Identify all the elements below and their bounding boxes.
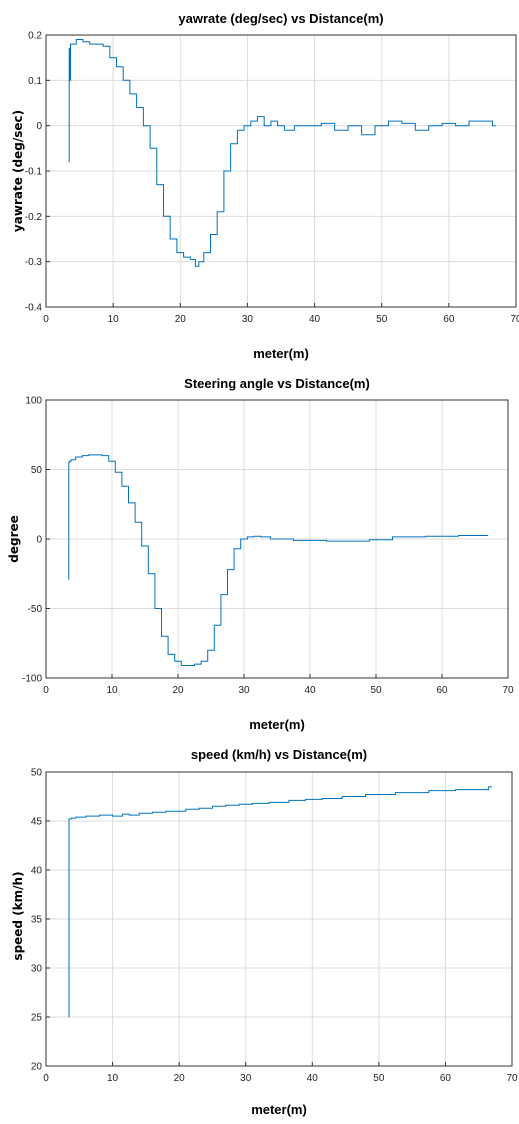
x-tick-label: 60	[440, 1073, 452, 1084]
y-tick-label: 0.1	[28, 76, 42, 87]
x-tick-label: 30	[238, 685, 250, 696]
chart-title: speed (km/h) vs Distance(m)	[191, 747, 367, 762]
x-tick-label: 20	[172, 685, 184, 696]
x-tick-label: 30	[240, 1073, 252, 1084]
y-tick-label: -0.2	[25, 212, 43, 223]
x-axis-label: meter(m)	[251, 1102, 307, 1117]
y-tick-label: 35	[31, 915, 43, 926]
yawrate-chart: yawrate (deg/sec) vs Distance(m) meter(m…	[11, 11, 519, 361]
x-tick-label: 40	[304, 685, 316, 696]
x-tick-label: 20	[175, 314, 187, 325]
y-tick-label: 50	[31, 465, 43, 476]
data-series-line	[68, 39, 496, 267]
x-tick-label: 40	[309, 314, 321, 325]
y-axis-label: degree	[7, 515, 21, 563]
y-tick-label: -100	[22, 674, 42, 685]
x-tick-label: 10	[107, 1073, 119, 1084]
y-tick-label: 45	[31, 817, 43, 828]
y-axis-label: speed (km/h)	[11, 871, 25, 960]
x-tick-label: 50	[373, 1073, 385, 1084]
x-tick-label: 0	[43, 314, 49, 325]
x-tick-label: 60	[436, 685, 448, 696]
x-tick-label: 70	[510, 314, 519, 325]
steering-angle-chart: Steering angle vs Distance(m) meter(m) d…	[7, 376, 514, 732]
chart-title: Steering angle vs Distance(m)	[184, 376, 370, 391]
x-tick-label: 50	[376, 314, 388, 325]
x-tick-label: 70	[506, 1073, 518, 1084]
data-series-line	[68, 786, 492, 1018]
axes-frame	[45, 399, 509, 679]
y-axis-label: yawrate (deg/sec)	[11, 110, 25, 232]
x-tick-label: 0	[43, 685, 49, 696]
y-tick-label: 20	[31, 1062, 43, 1073]
speed-chart: speed (km/h) vs Distance(m) meter(m) spe…	[11, 747, 518, 1117]
x-tick-label: 50	[370, 685, 382, 696]
x-tick-label: 30	[242, 314, 254, 325]
y-tick-label: -0.4	[25, 303, 43, 314]
x-tick-label: 70	[502, 685, 514, 696]
y-tick-label: -50	[28, 604, 43, 615]
y-tick-label: -0.1	[25, 167, 43, 178]
y-tick-label: 0.2	[28, 31, 42, 42]
y-tick-label: 100	[25, 396, 42, 407]
y-tick-label: 30	[31, 964, 43, 975]
x-tick-label: 0	[43, 1073, 49, 1084]
x-axis-label: meter(m)	[253, 346, 309, 361]
y-tick-label: 0	[36, 535, 42, 546]
y-tick-label: -0.3	[25, 257, 43, 268]
y-tick-label: 50	[31, 768, 43, 779]
x-tick-label: 60	[443, 314, 455, 325]
chart-title: yawrate (deg/sec) vs Distance(m)	[178, 11, 383, 26]
y-tick-label: 40	[31, 866, 43, 877]
y-tick-label: 25	[31, 1013, 43, 1024]
data-series-line	[68, 454, 489, 666]
y-tick-label: 0	[36, 121, 42, 132]
x-tick-label: 40	[307, 1073, 319, 1084]
axes-frame	[45, 771, 513, 1067]
x-axis-label: meter(m)	[249, 717, 305, 732]
axes-frame	[45, 34, 517, 308]
x-tick-label: 20	[174, 1073, 186, 1084]
x-tick-label: 10	[108, 314, 120, 325]
x-tick-label: 10	[106, 685, 118, 696]
